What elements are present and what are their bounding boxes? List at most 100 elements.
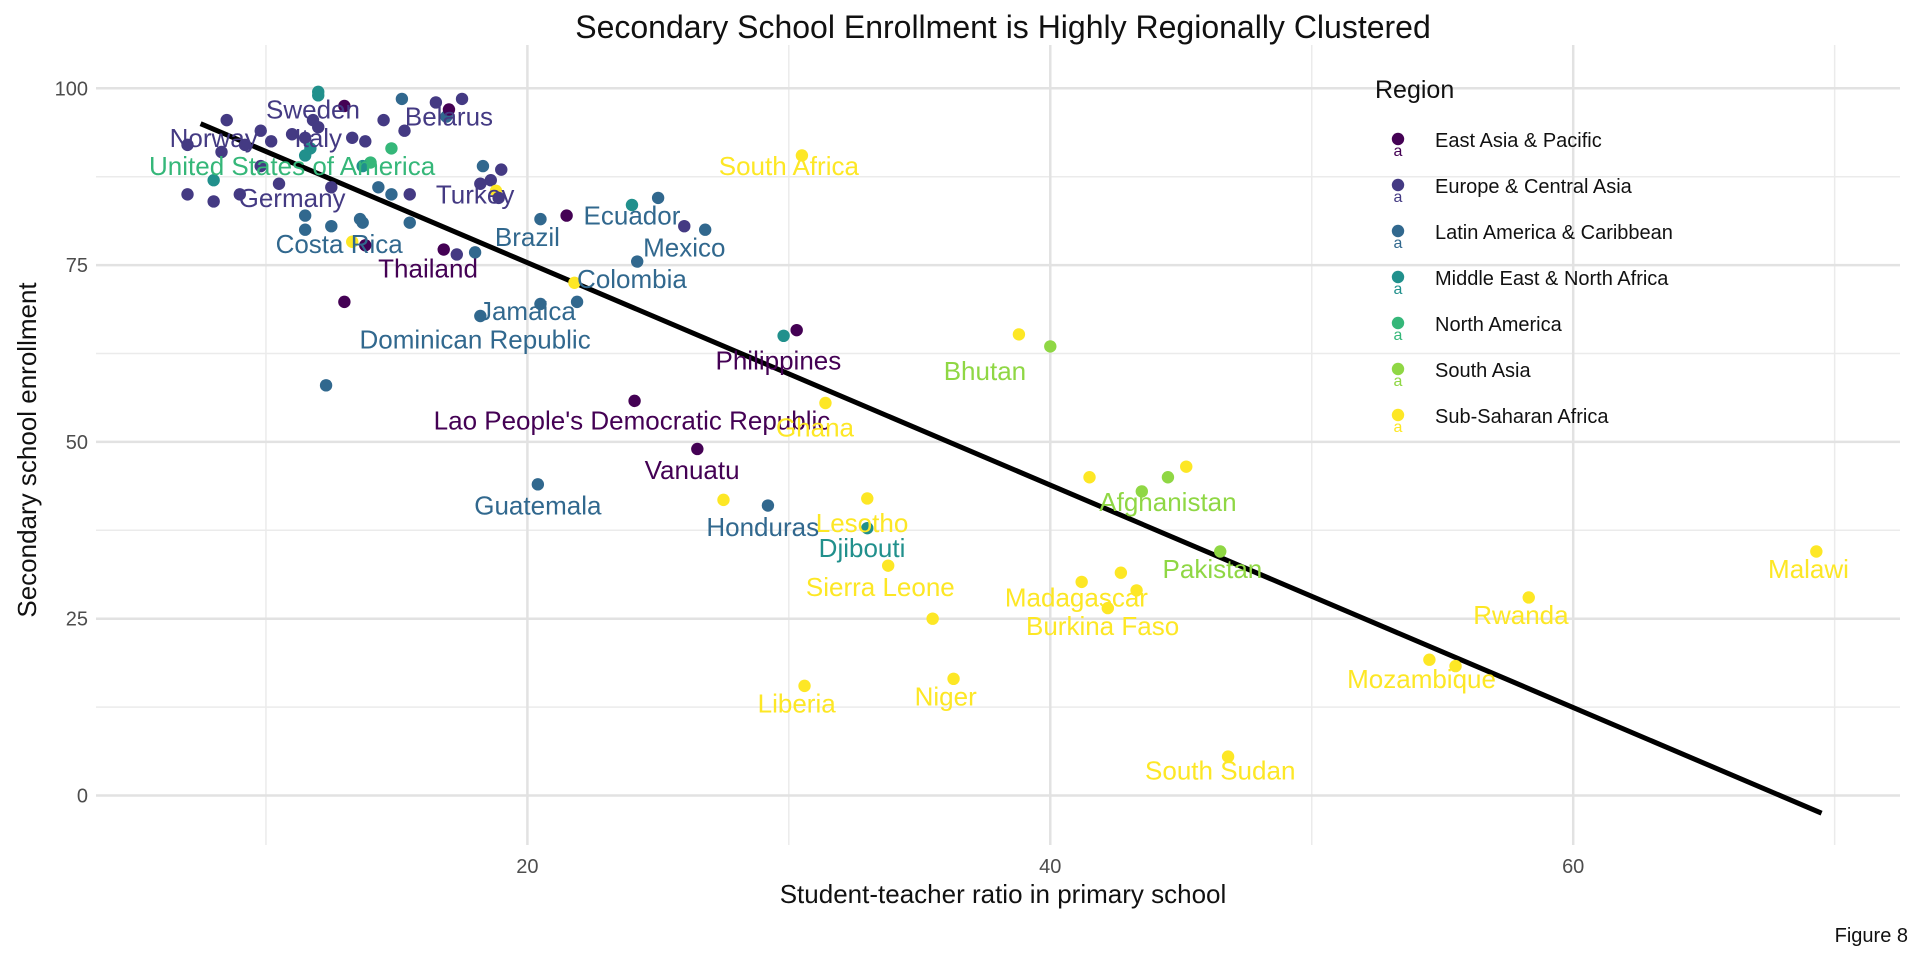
point-label: Italy [294, 123, 342, 153]
data-point [560, 209, 573, 222]
data-point [181, 138, 194, 152]
data-point [356, 216, 369, 229]
data-point [272, 177, 286, 190]
point-label: Costa Rica [276, 229, 404, 259]
data-point [492, 191, 505, 205]
data-point [254, 159, 267, 173]
data-point [495, 163, 508, 176]
legend-key-dot [1391, 316, 1405, 330]
point-label: Malawi [1768, 554, 1849, 584]
data-point [450, 248, 463, 261]
data-point [346, 131, 359, 144]
x-tick-label: 60 [1562, 856, 1584, 878]
data-point [220, 113, 233, 127]
legend-label: East Asia & Pacific [1435, 130, 1602, 152]
point-label: Guatemala [474, 491, 602, 521]
data-point [403, 216, 416, 229]
point-label: Dominican Republic [359, 324, 590, 354]
legend-key-glyph: a [1394, 281, 1403, 298]
data-point [442, 103, 456, 116]
data-point [484, 174, 497, 187]
data-point [403, 188, 416, 201]
data-point [534, 212, 547, 226]
legend-key-dot [1391, 362, 1405, 376]
point-label: Niger [915, 681, 977, 711]
data-point [1449, 659, 1462, 673]
data-point [298, 131, 312, 144]
legend-key-dot [1391, 270, 1405, 284]
legend-key-dot [1391, 408, 1405, 422]
data-point [395, 92, 409, 106]
y-tick-label: 0 [77, 785, 88, 807]
point-label: Bhutan [944, 356, 1026, 386]
data-point [455, 92, 469, 106]
data-point [319, 379, 333, 392]
data-point [264, 135, 278, 148]
data-point [325, 181, 338, 194]
legend-key-glyph: a [1394, 235, 1403, 252]
point-label: Lao People's Democratic Republic [434, 406, 831, 436]
point-label: South Sudan [1145, 756, 1295, 786]
data-point [947, 672, 960, 686]
chart-title: Secondary School Enrollment is Highly Re… [575, 9, 1431, 45]
data-point [628, 394, 641, 408]
data-point [398, 124, 411, 137]
data-point [1075, 575, 1088, 589]
data-point [298, 149, 312, 162]
data-point [926, 612, 939, 625]
data-point [861, 521, 874, 535]
legend-label: Europe & Central Asia [1435, 176, 1633, 198]
data-point [238, 138, 252, 152]
trend-line-group [199, 121, 1823, 816]
point-label: Djibouti [819, 533, 906, 563]
data-point [790, 323, 803, 337]
grid-lines [96, 45, 1900, 845]
data-point [777, 329, 790, 343]
data-point [437, 243, 450, 256]
legend-key-dot [1391, 178, 1405, 192]
data-point [1221, 750, 1235, 763]
point-label: Vanuatu [645, 455, 740, 485]
data-point [181, 188, 194, 201]
data-point [1214, 545, 1227, 558]
data-point [570, 295, 584, 309]
data-point [1423, 653, 1436, 666]
data-point [285, 128, 299, 141]
legend-label: North America [1435, 314, 1563, 336]
data-point [215, 145, 228, 159]
data-point [298, 223, 312, 236]
point-label: Mexico [643, 232, 725, 262]
point-label: Sweden [266, 95, 360, 125]
legend-key-dot [1391, 132, 1405, 146]
y-axis-title: Secondary school enrollment [12, 282, 42, 618]
data-point [1810, 545, 1823, 558]
data-point [312, 120, 325, 134]
y-tick-label: 50 [66, 432, 88, 454]
point-label: Liberia [758, 689, 837, 719]
data-point [698, 223, 712, 236]
legend-key-glyph: a [1394, 419, 1403, 436]
legend-key-dot [1391, 224, 1405, 238]
data-point [1083, 471, 1096, 484]
data-point [474, 177, 487, 190]
legend-label: Middle East & North Africa [1435, 268, 1669, 290]
point-label: Thailand [378, 254, 478, 284]
point-label: Mozambique [1347, 664, 1496, 694]
point-label: Rwanda [1473, 600, 1569, 630]
point-label: Jamaica [479, 296, 576, 326]
data-point [819, 396, 832, 410]
data-point [531, 478, 545, 491]
data-point [1135, 485, 1148, 498]
x-axis-title: Student-teacher ratio in primary school [780, 879, 1227, 909]
data-point [359, 135, 372, 148]
data-point [1161, 471, 1175, 484]
data-point [568, 276, 581, 289]
point-label: South Africa [719, 151, 860, 181]
data-point [631, 255, 644, 268]
data-point [691, 442, 704, 456]
point-label: Lesotho [816, 508, 909, 538]
data-point [761, 499, 775, 512]
data-point [1180, 460, 1193, 473]
data-point [625, 198, 639, 212]
data-point [651, 191, 665, 205]
